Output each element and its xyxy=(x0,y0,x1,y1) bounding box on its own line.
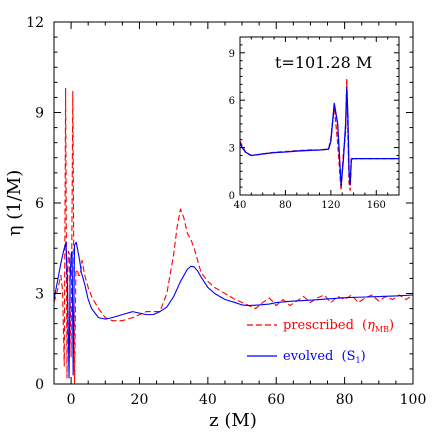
legend-label-prescribed-close-paren: ) xyxy=(389,318,394,333)
main-y-tick-label: 12 xyxy=(26,15,44,31)
legend-label-prescribed-subscript: MB xyxy=(375,325,389,334)
legend-label-evolved-subscript: 1 xyxy=(356,356,361,365)
main-x-tick-label: 100 xyxy=(400,392,427,408)
main-x-tick-label: 80 xyxy=(336,392,354,408)
main-x-tick-label: 40 xyxy=(199,392,217,408)
inset-x-tick-label: 80 xyxy=(279,200,292,211)
legend-label-evolved-text: evolved xyxy=(283,349,333,364)
legend-label-evolved-open-paren: ( xyxy=(342,349,347,364)
main-y-tick-label: 3 xyxy=(35,287,44,303)
inset-y-tick-label: 3 xyxy=(229,144,235,155)
main-x-tick-label: 0 xyxy=(67,392,76,408)
main-y-tick-label: 9 xyxy=(35,106,44,122)
legend-label-prescribed-open-paren: ( xyxy=(362,318,367,333)
inset-axis-ticks xyxy=(240,37,399,195)
legend-label-evolved: evolved (S1) xyxy=(283,349,366,365)
inset-series-evolved-line xyxy=(240,86,399,187)
inset-y-tick-label: 0 xyxy=(229,191,235,202)
inset-background xyxy=(240,37,399,195)
x-axis-title: z (M) xyxy=(209,410,257,431)
main-series-group xyxy=(54,87,413,384)
legend-label-prescribed-symbol: η xyxy=(367,318,375,333)
inset-y-tick-label: 9 xyxy=(229,49,235,60)
legend-label-evolved-symbol: S xyxy=(347,349,356,364)
inset-series-group xyxy=(240,79,399,191)
main-y-tick-label: 0 xyxy=(35,377,44,393)
legend: prescribed (ηMB) evolved (S1) xyxy=(247,318,394,365)
main-series-evolved-line xyxy=(54,241,413,379)
inset-x-tick-label: 120 xyxy=(321,200,340,211)
inset-x-tick-label: 40 xyxy=(234,200,247,211)
main-series-prescribed-line xyxy=(54,87,413,384)
main-x-tick-label: 60 xyxy=(267,392,285,408)
main-x-tick-label: 20 xyxy=(131,392,149,408)
main-axis-ticks xyxy=(54,22,413,384)
inset-tick-labels: 40 80 120 160 0 3 6 9 xyxy=(229,49,386,211)
legend-label-prescribed: prescribed (ηMB) xyxy=(283,318,394,334)
inset-x-tick-label: 160 xyxy=(367,200,386,211)
legend-label-evolved-close-paren: ) xyxy=(361,349,366,364)
inset-y-tick-label: 6 xyxy=(229,96,235,107)
main-y-tick-label: 6 xyxy=(35,196,44,212)
inset-time-annotation: t=101.28 M xyxy=(275,53,372,72)
legend-label-prescribed-text: prescribed xyxy=(283,318,354,333)
y-axis-title: η (1/M) xyxy=(4,170,25,237)
